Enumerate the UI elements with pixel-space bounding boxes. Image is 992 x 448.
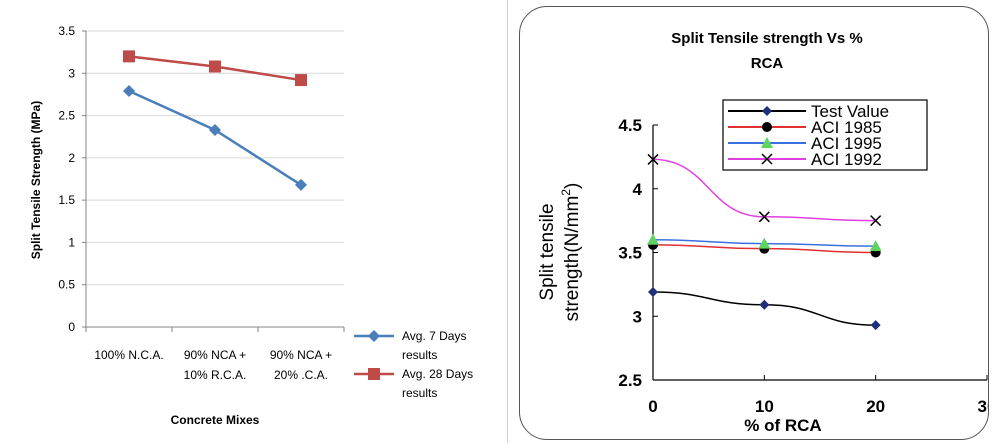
x-tick-label: 100% N.C.A. bbox=[94, 348, 163, 362]
legend-label: Test Value bbox=[811, 102, 889, 121]
right-chart-panel: Split Tensile strength Vs % RCA 2.5 3 3.5 4 4.… bbox=[519, 6, 989, 440]
series-4 bbox=[647, 153, 882, 227]
left-legend: Avg. 7 Days results Avg. 28 Days results bbox=[354, 329, 473, 400]
y-tick-label: 2.5 bbox=[58, 109, 75, 123]
x-tick-label: 90% NCA +20% .C.A. bbox=[270, 348, 332, 382]
data-point bbox=[870, 320, 881, 331]
data-point bbox=[648, 287, 658, 298]
y-tick-label: 3.5 bbox=[58, 24, 75, 38]
legend-marker bbox=[761, 153, 773, 165]
x-tick-label: 0 bbox=[648, 397, 657, 416]
y-axis-title: Split Tensile Strength (MPa) bbox=[29, 101, 43, 259]
x-axis-title: % of RCA bbox=[744, 416, 821, 435]
legend-label: Avg. 28 Days results bbox=[402, 367, 473, 400]
data-point bbox=[123, 85, 135, 98]
legend-marker bbox=[762, 122, 772, 132]
x-tick-label: 20 bbox=[866, 397, 885, 416]
y-tick-label: 1 bbox=[68, 235, 75, 249]
y-tick-label: 3.5 bbox=[618, 244, 642, 263]
y-tick-label: 0.5 bbox=[58, 278, 75, 292]
legend-marker bbox=[761, 137, 773, 148]
y-tick-label: 1.5 bbox=[58, 193, 75, 207]
left-chart-panel: 0 0.5 1 1.5 2 2.5 3 3.5 100% N.C.A. 90% NCA +10% … bbox=[29, 0, 508, 443]
legend-marker bbox=[368, 368, 380, 380]
x-tick-label: 30 bbox=[978, 397, 989, 416]
data-point bbox=[647, 233, 659, 245]
legend-marker bbox=[368, 330, 380, 342]
data-point bbox=[209, 60, 221, 73]
legend-label: ACI 1992 bbox=[811, 150, 882, 169]
data-point bbox=[647, 153, 659, 165]
y-tick-label: 4 bbox=[633, 180, 643, 199]
x-tick-label: 10 bbox=[755, 397, 774, 416]
series-2 bbox=[123, 50, 307, 87]
legend-label: Avg. 7 Days results bbox=[402, 329, 466, 362]
data-point bbox=[209, 123, 221, 136]
data-point bbox=[295, 178, 307, 191]
series-1 bbox=[648, 287, 881, 331]
x-tick-label: 90% NCA +10% R.C.A. bbox=[184, 348, 247, 382]
legend-marker bbox=[762, 106, 772, 116]
data-point bbox=[869, 240, 882, 252]
right-chart: Split Tensile strength Vs % RCA 2.5 3 3.5 4 4.… bbox=[537, 30, 989, 435]
data-point bbox=[759, 299, 770, 310]
data-point bbox=[123, 50, 135, 63]
left-gridlines bbox=[86, 30, 344, 286]
data-point bbox=[758, 211, 770, 223]
legend-label: ACI 1985 bbox=[811, 118, 882, 137]
x-axis-title: Concrete Mixes bbox=[171, 413, 260, 427]
y-tick-label: 2 bbox=[68, 151, 75, 165]
series-3 bbox=[647, 233, 882, 252]
y-tick-label: 2.5 bbox=[618, 371, 642, 390]
data-point bbox=[758, 237, 771, 249]
series-1 bbox=[123, 85, 307, 191]
chart-title: Split Tensile strength Vs % RCA bbox=[671, 30, 862, 72]
data-point bbox=[870, 215, 882, 227]
y-tick-label: 3 bbox=[68, 66, 75, 80]
y-tick-label: 0 bbox=[68, 320, 75, 334]
legend-label: ACI 1995 bbox=[811, 134, 882, 153]
series-line bbox=[128, 89, 302, 186]
y-tick-label: 4.5 bbox=[618, 116, 642, 135]
y-axis-title: Split tensile strength(N/mm2) bbox=[537, 183, 583, 322]
data-point bbox=[295, 74, 307, 87]
y-tick-label: 3 bbox=[633, 307, 642, 326]
left-chart: 0 0.5 1 1.5 2 2.5 3 3.5 100% N.C.A. 90% NCA +10% … bbox=[29, 24, 473, 427]
